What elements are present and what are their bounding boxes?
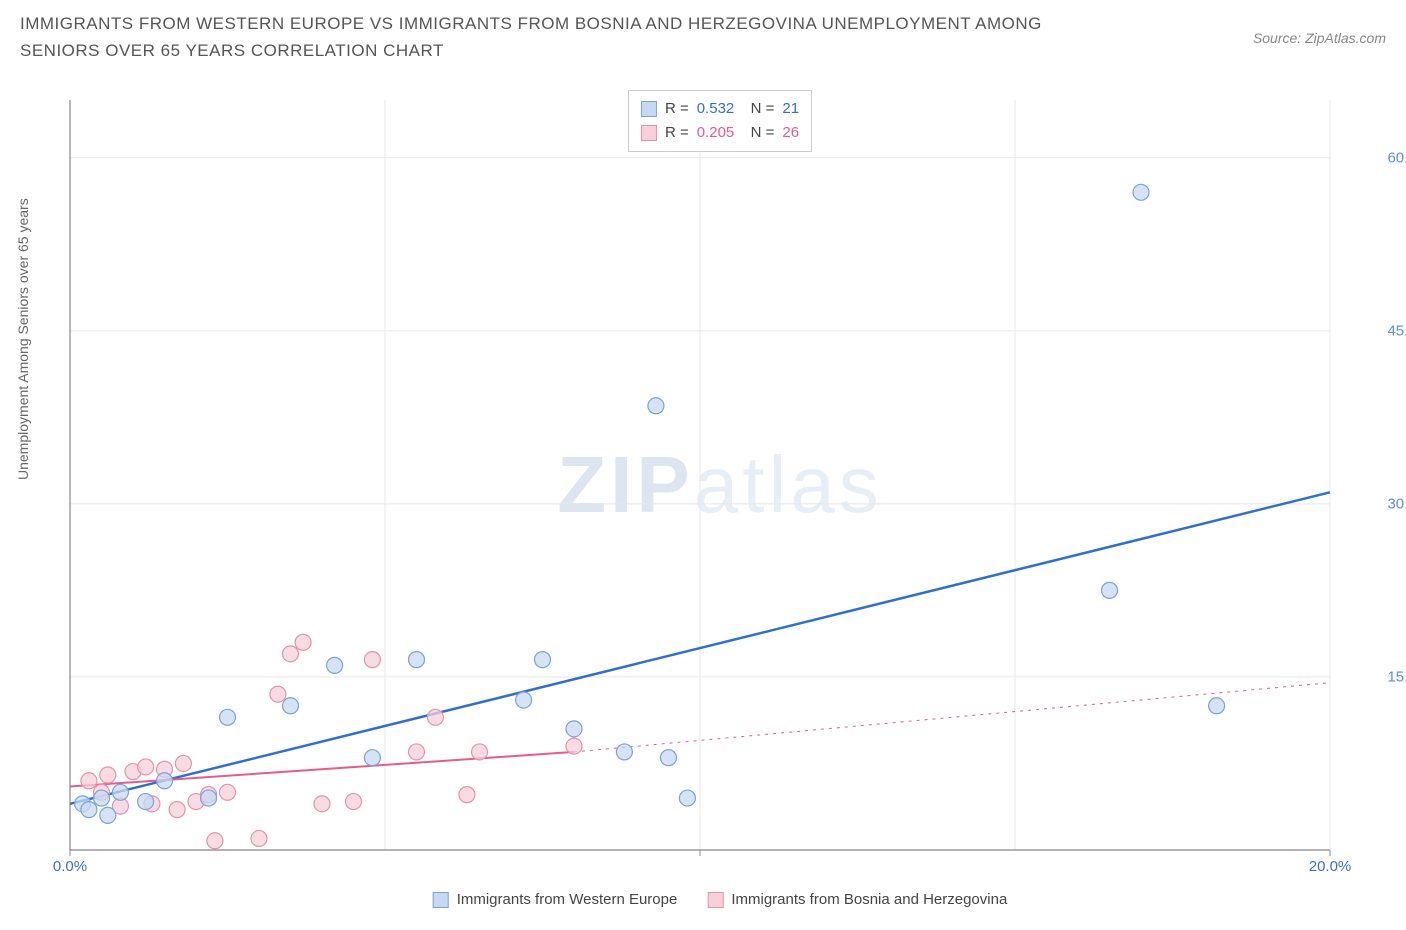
header: IMMIGRANTS FROM WESTERN EUROPE VS IMMIGR…: [0, 0, 1406, 64]
y-axis-label: Unemployment Among Seniors over 65 years: [15, 198, 31, 480]
swatch-icon: [641, 101, 657, 117]
y-tick-label: 15.0%: [1387, 668, 1406, 685]
n-label: N =: [742, 97, 774, 121]
chart-title: IMMIGRANTS FROM WESTERN EUROPE VS IMMIGR…: [20, 10, 1120, 64]
legend-item-bosnia: Immigrants from Bosnia and Herzegovina: [707, 891, 1007, 908]
n-label: N =: [742, 121, 774, 145]
x-tick-label: 0.0%: [53, 858, 87, 875]
x-tick-label: 20.0%: [1309, 858, 1352, 875]
legend-label: Immigrants from Bosnia and Herzegovina: [731, 891, 1007, 908]
source-label: Source: ZipAtlas.com: [1253, 30, 1386, 46]
swatch-icon: [707, 892, 723, 908]
series-legend: Immigrants from Western Europe Immigrant…: [433, 891, 1008, 908]
r-value: 0.205: [697, 121, 735, 145]
r-label: R =: [665, 97, 689, 121]
r-label: R =: [665, 121, 689, 145]
r-value: 0.532: [697, 97, 735, 121]
stats-row-bosnia: R = 0.205 N = 26: [641, 121, 799, 145]
legend-label: Immigrants from Western Europe: [457, 891, 678, 908]
y-tick-label: 60.0%: [1387, 149, 1406, 166]
y-tick-label: 45.0%: [1387, 322, 1406, 339]
n-value: 21: [782, 97, 799, 121]
legend-item-western-europe: Immigrants from Western Europe: [433, 891, 678, 908]
swatch-icon: [641, 125, 657, 141]
chart-area: ZIPatlas R = 0.532 N = 21 R = 0.205 N = …: [60, 90, 1380, 880]
n-value: 26: [782, 121, 799, 145]
scatter-plot: [60, 90, 1380, 880]
swatch-icon: [433, 892, 449, 908]
y-tick-label: 30.0%: [1387, 495, 1406, 512]
stats-row-western-europe: R = 0.532 N = 21: [641, 97, 799, 121]
stats-legend: R = 0.532 N = 21 R = 0.205 N = 26: [628, 90, 812, 152]
